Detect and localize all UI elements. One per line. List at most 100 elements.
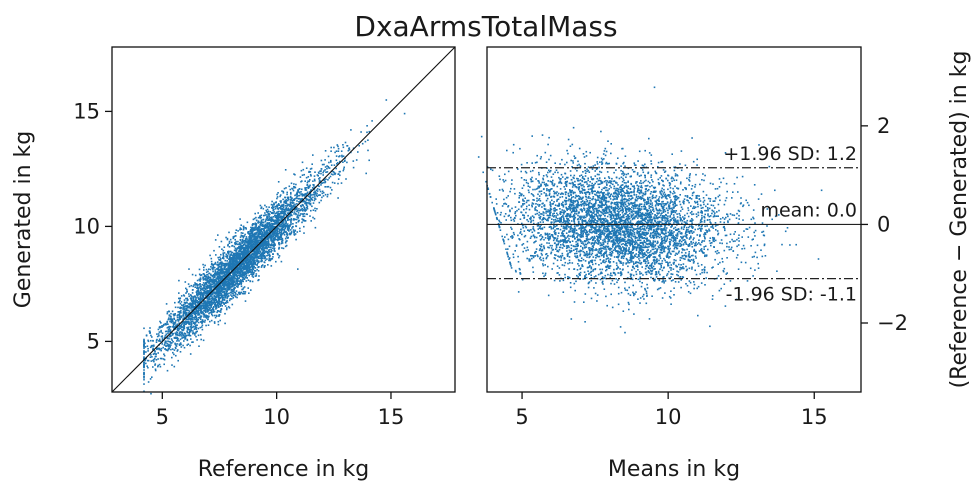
scatter-point xyxy=(220,302,223,304)
scatter-point xyxy=(214,299,217,301)
scatter-point xyxy=(196,312,198,314)
scatter-point xyxy=(230,288,233,291)
scatter-point xyxy=(192,318,194,321)
scatter-point xyxy=(158,335,160,337)
scatter-point xyxy=(213,322,216,324)
scatter-point xyxy=(296,200,298,202)
scatter-point xyxy=(237,267,239,269)
figure-title: DxaArmsTotalMass xyxy=(354,10,617,43)
scatter-point xyxy=(214,285,217,288)
scatter-point xyxy=(242,236,245,239)
scatter-point xyxy=(309,171,312,173)
scatter-point xyxy=(314,179,316,182)
scatter-point xyxy=(230,285,233,288)
scatter-point xyxy=(202,276,205,278)
scatter-point xyxy=(279,220,281,222)
scatter-point xyxy=(183,346,186,349)
scatter-point xyxy=(217,320,220,323)
scatter-point xyxy=(167,329,170,331)
scatter-point xyxy=(205,302,208,304)
scatter-point xyxy=(279,236,281,238)
scatter-point xyxy=(288,226,290,228)
scatter-point xyxy=(244,250,246,253)
scatter-point xyxy=(335,167,337,170)
scatter-point xyxy=(303,215,306,218)
scatter-point xyxy=(304,209,307,211)
scatter-point xyxy=(198,291,201,294)
scatter-point xyxy=(236,264,238,266)
scatter-point xyxy=(206,287,209,289)
scatter-point xyxy=(240,273,242,275)
scatter-point xyxy=(280,208,282,210)
scatter-point xyxy=(327,165,330,168)
scatter-point xyxy=(223,272,226,274)
scatter-point xyxy=(229,263,232,265)
scatter-point xyxy=(249,236,252,239)
scatter-point xyxy=(268,221,271,224)
scatter-point xyxy=(303,200,305,203)
scatter-point xyxy=(194,274,197,277)
scatter-point xyxy=(146,365,148,367)
scatter-point xyxy=(319,194,321,196)
scatter-point xyxy=(289,210,292,212)
scatter-point xyxy=(244,243,246,246)
scatter-point xyxy=(210,274,212,277)
scatter-point xyxy=(224,278,227,280)
scatter-point xyxy=(286,191,288,194)
scatter-point xyxy=(222,272,225,274)
scatter-point xyxy=(177,328,179,330)
scatter-point xyxy=(166,323,168,325)
scatter-point xyxy=(278,255,281,257)
scatter-point xyxy=(246,259,248,261)
scatter-point xyxy=(224,322,226,325)
scatter-point xyxy=(143,365,145,368)
scatter-point xyxy=(162,358,165,360)
scatter-point xyxy=(261,252,263,255)
scatter-point xyxy=(245,237,247,240)
scatter-point xyxy=(167,340,169,342)
scatter-point xyxy=(166,321,168,323)
scatter-point xyxy=(229,271,231,274)
scatter-point xyxy=(177,329,180,332)
scatter-point xyxy=(224,284,226,286)
scatter-point xyxy=(246,221,249,224)
scatter-point xyxy=(256,226,258,229)
scatter-point xyxy=(211,274,214,277)
scatter-point xyxy=(222,253,225,256)
scatter-point xyxy=(257,216,260,219)
scatter-point xyxy=(190,284,193,287)
scatter-point xyxy=(208,312,210,315)
scatter-point xyxy=(262,223,264,226)
scatter-point xyxy=(330,150,332,152)
scatter-point xyxy=(304,201,306,203)
scatter-point xyxy=(289,225,291,227)
scatter-point xyxy=(254,267,257,269)
scatter-point xyxy=(253,266,255,268)
scatter-point xyxy=(289,233,291,236)
scatter-point xyxy=(211,310,213,312)
scatter-point xyxy=(195,321,197,323)
scatter-point xyxy=(200,311,202,313)
scatter-point xyxy=(204,300,207,302)
scatter-point xyxy=(273,220,276,223)
scatter-point xyxy=(164,348,167,350)
scatter-point xyxy=(264,220,267,223)
scatter-point xyxy=(244,291,247,293)
scatter-point xyxy=(337,150,340,152)
scatter-point xyxy=(204,292,207,294)
scatter-point xyxy=(214,283,216,286)
scatter-point xyxy=(249,256,251,259)
scatter-point xyxy=(253,249,255,252)
scatter-point xyxy=(249,270,251,273)
scatter-point xyxy=(322,195,325,197)
scatter-point xyxy=(217,283,219,285)
scatter-point xyxy=(299,227,301,230)
scatter-point xyxy=(256,236,258,238)
scatter-point xyxy=(173,353,175,356)
scatter-point xyxy=(241,276,244,279)
scatter-point xyxy=(241,235,243,237)
scatter-point xyxy=(250,231,252,233)
scatter-point xyxy=(270,234,273,236)
scatter-point xyxy=(292,189,295,192)
scatter-point xyxy=(315,189,318,191)
